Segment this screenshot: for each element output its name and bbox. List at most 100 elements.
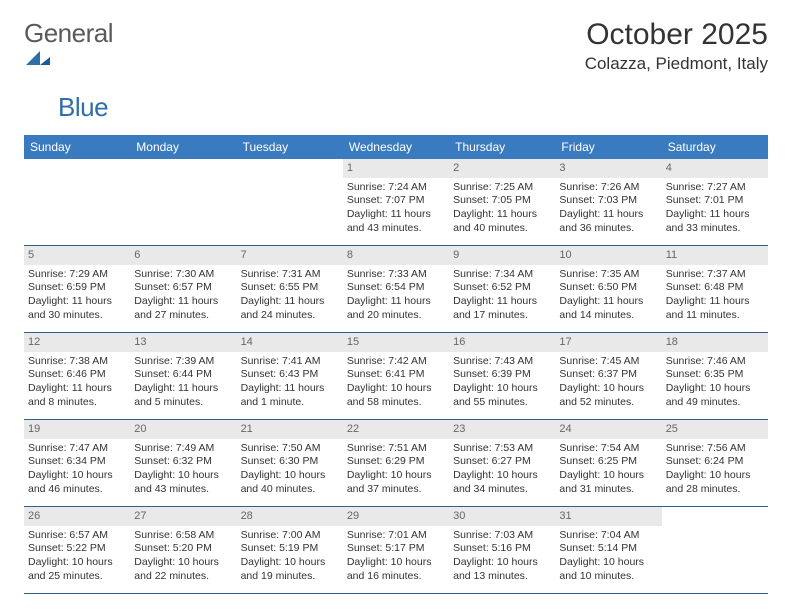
- daylight1-text: Daylight: 11 hours: [347, 295, 445, 309]
- logo-word-2: Blue: [58, 92, 113, 123]
- daylight2-text: and 25 minutes.: [28, 570, 126, 584]
- logo-text: General Blue: [24, 18, 113, 123]
- sunset-text: Sunset: 6:41 PM: [347, 368, 445, 382]
- sunset-text: Sunset: 6:35 PM: [666, 368, 764, 382]
- sunrise-text: Sunrise: 7:04 AM: [559, 529, 657, 543]
- sunset-text: Sunset: 6:59 PM: [28, 281, 126, 295]
- daylight1-text: Daylight: 10 hours: [666, 382, 764, 396]
- daylight2-text: and 17 minutes.: [453, 309, 551, 323]
- daylight1-text: Daylight: 10 hours: [453, 556, 551, 570]
- daylight2-text: and 16 minutes.: [347, 570, 445, 584]
- day-cell-empty: [662, 507, 768, 593]
- sunrise-text: Sunrise: 7:42 AM: [347, 355, 445, 369]
- daylight1-text: Daylight: 11 hours: [559, 208, 657, 222]
- sunrise-text: Sunrise: 7:29 AM: [28, 268, 126, 282]
- sunset-text: Sunset: 6:32 PM: [134, 455, 232, 469]
- daylight2-text: and 43 minutes.: [134, 483, 232, 497]
- day-number: 16: [449, 333, 555, 352]
- sunrise-text: Sunrise: 7:56 AM: [666, 442, 764, 456]
- daylight1-text: Daylight: 11 hours: [666, 208, 764, 222]
- daylight2-text: and 20 minutes.: [347, 309, 445, 323]
- daylight1-text: Daylight: 11 hours: [241, 295, 339, 309]
- calendar: SundayMondayTuesdayWednesdayThursdayFrid…: [24, 135, 768, 594]
- day-number: 8: [343, 246, 449, 265]
- day-of-week-label: Friday: [555, 135, 661, 159]
- daylight1-text: Daylight: 11 hours: [666, 295, 764, 309]
- sunrise-text: Sunrise: 7:33 AM: [347, 268, 445, 282]
- day-cell: 15Sunrise: 7:42 AMSunset: 6:41 PMDayligh…: [343, 333, 449, 419]
- day-number: 18: [662, 333, 768, 352]
- day-cell: 31Sunrise: 7:04 AMSunset: 5:14 PMDayligh…: [555, 507, 661, 593]
- day-number: 26: [24, 507, 130, 526]
- daylight1-text: Daylight: 11 hours: [559, 295, 657, 309]
- daylight2-text: and 52 minutes.: [559, 396, 657, 410]
- sunrise-text: Sunrise: 7:24 AM: [347, 181, 445, 195]
- daylight2-text: and 46 minutes.: [28, 483, 126, 497]
- sunset-text: Sunset: 6:48 PM: [666, 281, 764, 295]
- daylight1-text: Daylight: 10 hours: [134, 556, 232, 570]
- day-of-week-label: Tuesday: [237, 135, 343, 159]
- day-number: 2: [449, 159, 555, 178]
- day-cell: 2Sunrise: 7:25 AMSunset: 7:05 PMDaylight…: [449, 159, 555, 245]
- sunset-text: Sunset: 5:22 PM: [28, 542, 126, 556]
- sunrise-text: Sunrise: 6:58 AM: [134, 529, 232, 543]
- sunset-text: Sunset: 6:25 PM: [559, 455, 657, 469]
- daylight2-text: and 1 minute.: [241, 396, 339, 410]
- daylight2-text: and 55 minutes.: [453, 396, 551, 410]
- day-number: 19: [24, 420, 130, 439]
- day-cell-empty: [130, 159, 236, 245]
- day-number: 12: [24, 333, 130, 352]
- daylight1-text: Daylight: 10 hours: [453, 469, 551, 483]
- month-title: October 2025: [585, 18, 768, 52]
- sunset-text: Sunset: 6:39 PM: [453, 368, 551, 382]
- week-row: 19Sunrise: 7:47 AMSunset: 6:34 PMDayligh…: [24, 420, 768, 507]
- sunset-text: Sunset: 6:52 PM: [453, 281, 551, 295]
- daylight2-text: and 40 minutes.: [241, 483, 339, 497]
- sunset-text: Sunset: 6:50 PM: [559, 281, 657, 295]
- day-number: 14: [237, 333, 343, 352]
- day-cell: 6Sunrise: 7:30 AMSunset: 6:57 PMDaylight…: [130, 246, 236, 332]
- daylight2-text: and 22 minutes.: [134, 570, 232, 584]
- sunrise-text: Sunrise: 6:57 AM: [28, 529, 126, 543]
- day-number: 9: [449, 246, 555, 265]
- daylight2-text: and 27 minutes.: [134, 309, 232, 323]
- sunset-text: Sunset: 6:29 PM: [347, 455, 445, 469]
- daylight2-text: and 13 minutes.: [453, 570, 551, 584]
- day-cell-empty: [24, 159, 130, 245]
- sunset-text: Sunset: 6:34 PM: [28, 455, 126, 469]
- sunset-text: Sunset: 5:16 PM: [453, 542, 551, 556]
- sunset-text: Sunset: 7:01 PM: [666, 194, 764, 208]
- sunrise-text: Sunrise: 7:00 AM: [241, 529, 339, 543]
- sunset-text: Sunset: 6:37 PM: [559, 368, 657, 382]
- day-of-week-label: Monday: [130, 135, 236, 159]
- daylight1-text: Daylight: 10 hours: [559, 556, 657, 570]
- day-of-week-label: Thursday: [449, 135, 555, 159]
- day-cell: 18Sunrise: 7:46 AMSunset: 6:35 PMDayligh…: [662, 333, 768, 419]
- sunset-text: Sunset: 6:44 PM: [134, 368, 232, 382]
- daylight2-text: and 40 minutes.: [453, 222, 551, 236]
- sunrise-text: Sunrise: 7:26 AM: [559, 181, 657, 195]
- location: Colazza, Piedmont, Italy: [585, 54, 768, 74]
- sunrise-text: Sunrise: 7:49 AM: [134, 442, 232, 456]
- daylight2-text: and 43 minutes.: [347, 222, 445, 236]
- day-number: 31: [555, 507, 661, 526]
- logo-word-1: General: [24, 18, 113, 48]
- sunset-text: Sunset: 6:30 PM: [241, 455, 339, 469]
- day-number: 5: [24, 246, 130, 265]
- logo-mark-icon: [24, 49, 113, 67]
- daylight1-text: Daylight: 11 hours: [241, 382, 339, 396]
- daylight1-text: Daylight: 10 hours: [666, 469, 764, 483]
- day-cell: 26Sunrise: 6:57 AMSunset: 5:22 PMDayligh…: [24, 507, 130, 593]
- day-cell: 25Sunrise: 7:56 AMSunset: 6:24 PMDayligh…: [662, 420, 768, 506]
- sunset-text: Sunset: 5:20 PM: [134, 542, 232, 556]
- day-cell: 21Sunrise: 7:50 AMSunset: 6:30 PMDayligh…: [237, 420, 343, 506]
- day-number: 20: [130, 420, 236, 439]
- week-row: 1Sunrise: 7:24 AMSunset: 7:07 PMDaylight…: [24, 159, 768, 246]
- day-cell: 7Sunrise: 7:31 AMSunset: 6:55 PMDaylight…: [237, 246, 343, 332]
- sunrise-text: Sunrise: 7:01 AM: [347, 529, 445, 543]
- sunset-text: Sunset: 6:27 PM: [453, 455, 551, 469]
- daylight1-text: Daylight: 11 hours: [28, 295, 126, 309]
- title-block: October 2025 Colazza, Piedmont, Italy: [585, 18, 768, 74]
- sunset-text: Sunset: 6:55 PM: [241, 281, 339, 295]
- daylight2-text: and 36 minutes.: [559, 222, 657, 236]
